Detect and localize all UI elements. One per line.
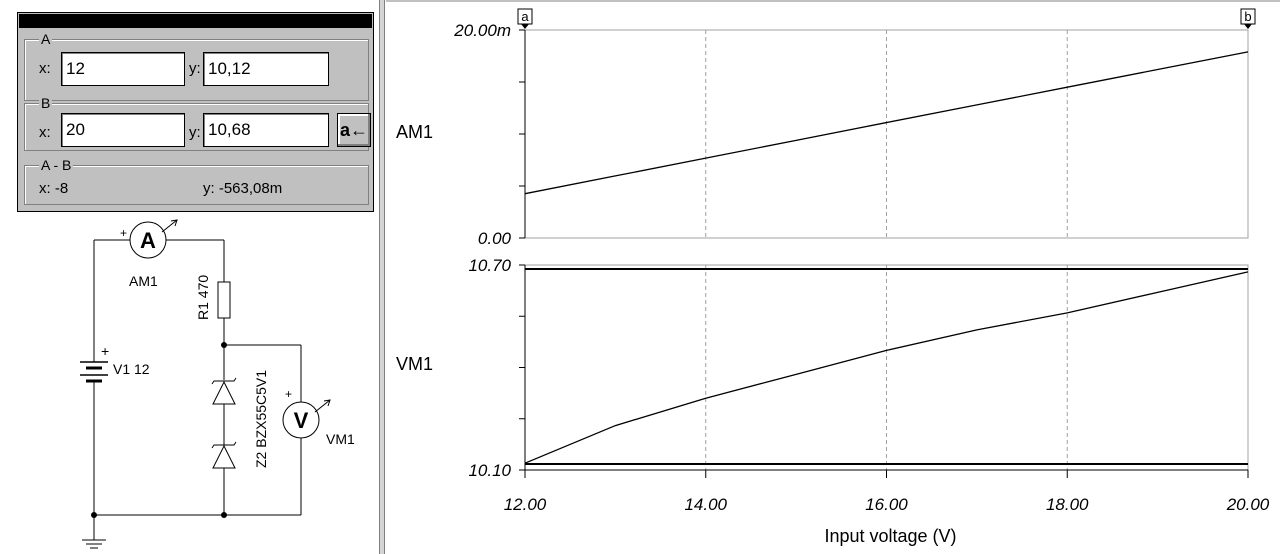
y-axis-label-voltage: VM1 (396, 354, 433, 374)
cursor-a-group: A x: y: (24, 31, 369, 101)
series-line-voltage (524, 271, 1249, 464)
x-tick-label: 12.00 (504, 495, 547, 514)
cursor-b-y-input[interactable] (203, 113, 329, 147)
zener-label: Z2 BZX55C5V1 (253, 370, 269, 468)
circuit-schematic: A + AM1 R1 470 + V1 12 Z2 BZX55C5V1 V + … (80, 219, 355, 549)
ammeter-label: AM1 (129, 273, 158, 289)
source-label: V1 12 (113, 361, 150, 377)
zener-diode-icon[interactable] (211, 377, 237, 405)
chart-marks (517, 8, 1256, 478)
voltmeter-symbol[interactable] (282, 399, 331, 439)
zener-diode-icon[interactable] (211, 441, 237, 469)
junction-dot (221, 512, 227, 518)
ground-icon (82, 539, 106, 549)
cursor-a-label: A (39, 31, 53, 47)
splitter-handle[interactable] (379, 0, 385, 554)
ammeter-symbol[interactable] (129, 219, 178, 259)
x-axis-label: Input voltage (V) (824, 526, 956, 546)
resistor-symbol[interactable] (217, 281, 231, 319)
cursor-marker-a-label: a (521, 9, 529, 24)
voltmeter-plus-sign: + (285, 387, 292, 401)
cursor-marker-a-arrow (521, 24, 529, 29)
cursor-b-y-label: y: (189, 124, 201, 141)
junction-dot (221, 342, 227, 348)
battery-icon[interactable] (80, 361, 108, 383)
battery-plus-sign: + (101, 343, 109, 359)
cursor-marker-b-arrow (1244, 24, 1252, 29)
voltmeter-glyph: V (294, 408, 309, 433)
difference-group: A - B x: -8 y: -563,08m (24, 157, 369, 205)
x-tick-label: 20.00 (1226, 495, 1270, 514)
cursor-b-group: B x: y: a← (24, 95, 371, 151)
y-tick-label-voltage: 10.70 (468, 256, 511, 275)
cursor-a-x-input[interactable] (61, 52, 185, 86)
cursor-b-x-label: x: (39, 124, 51, 141)
cursor-panel: A x: y: B x: y: a← A - B x: -8 y: -563,0… (17, 12, 374, 212)
difference-y-value: y: -563,08m (203, 180, 283, 197)
y-tick-label-voltage: 10.10 (468, 461, 511, 480)
cursor-a-y-input[interactable] (203, 52, 329, 86)
cursor-marker-b-label: b (1244, 9, 1251, 24)
grid-lines (705, 30, 1068, 470)
panel-titlebar[interactable] (19, 14, 372, 28)
cursor-a-y-label: y: (189, 60, 201, 77)
y-axis-label-current: AM1 (396, 122, 433, 142)
series-line-current (524, 51, 1249, 195)
resistor-label: R1 470 (195, 275, 211, 320)
y-tick-label-current: 20.00m (453, 21, 511, 40)
junction-dot (91, 512, 97, 518)
x-tick-label: 16.00 (865, 495, 908, 514)
cursor-b-label: B (39, 95, 53, 111)
difference-x-value: x: -8 (39, 180, 69, 197)
swap-cursor-button[interactable]: a← (337, 113, 371, 147)
difference-label: A - B (39, 157, 74, 173)
ammeter-plus-sign: + (120, 226, 127, 240)
chart-labels: 0.00 20.00m AM1 10.10 10.70 VM1 12.00 14.00 16.0… (396, 9, 1270, 546)
y-tick-label-current: 0.00 (478, 229, 512, 248)
cursor-b-x-input[interactable] (61, 113, 185, 147)
x-tick-label: 14.00 (684, 495, 727, 514)
x-tick-label: 18.00 (1046, 495, 1089, 514)
voltmeter-label: VM1 (326, 431, 355, 447)
cursor-a-x-label: x: (39, 60, 51, 77)
ammeter-glyph: A (140, 228, 156, 253)
